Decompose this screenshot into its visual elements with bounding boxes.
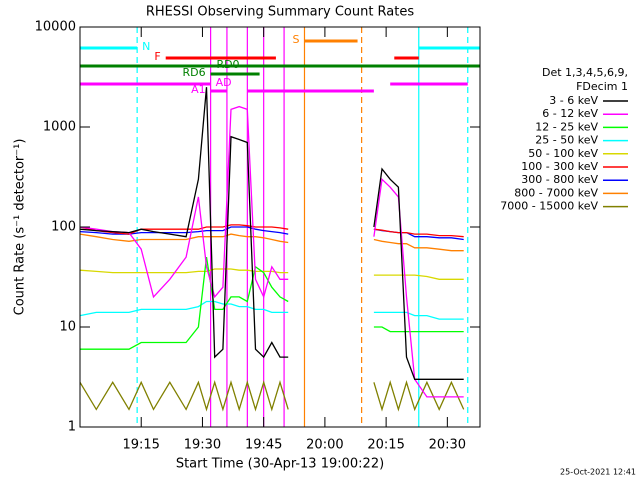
y-axis-label: Count Rate (s⁻¹ detector⁻¹) [13,139,28,316]
legend-label: 50 - 100 keV [528,147,598,160]
legend-header: Det 1,3,4,5,6,9, [542,66,628,79]
flag-label: F [154,50,160,63]
footer: 25-Oct-2021 12:41 [560,468,636,477]
flag-label: RD0 [216,58,239,71]
x-tick-label: 20:15 [367,438,404,453]
legend-label: 12 - 25 keV [535,120,598,133]
series-line [79,105,464,398]
flag-label: N [142,40,150,53]
series-line [79,380,465,412]
y-tick-label: 1000 [43,120,76,135]
legend-label: 6 - 12 keV [542,107,598,120]
flag-label: AD [216,76,232,89]
legend-label: 800 - 7000 keV [514,186,598,199]
y-tick-label: 10000 [35,20,76,35]
y-tick-label: 10 [59,320,76,335]
legend-label: 300 - 800 keV [521,173,598,186]
flag-label: RD6 [182,66,205,79]
series-line [79,87,464,380]
legend-label: 3 - 6 keV [549,94,598,107]
flag-label: S [293,33,300,46]
legend-label: 7000 - 15000 keV [500,200,598,213]
legend-label: 25 - 50 keV [535,134,598,147]
y-tick-label: 1 [68,420,76,435]
flag-label: A1 [191,83,206,96]
legend-header: FDecim 1 [576,80,628,93]
x-tick-label: 19:45 [245,438,282,453]
x-tick-label: 19:30 [184,438,221,453]
x-tick-label: 19:15 [122,438,159,453]
series-line [79,300,464,320]
legend-label: 100 - 300 keV [521,160,598,173]
chart-title: RHESSI Observing Summary Count Rates [146,5,415,20]
x-axis-label: Start Time (30-Apr-13 19:00:22) [176,457,384,472]
y-tick-label: 100 [51,220,76,235]
x-tick-label: 20:00 [306,438,343,453]
x-tick-label: 20:30 [429,438,466,453]
